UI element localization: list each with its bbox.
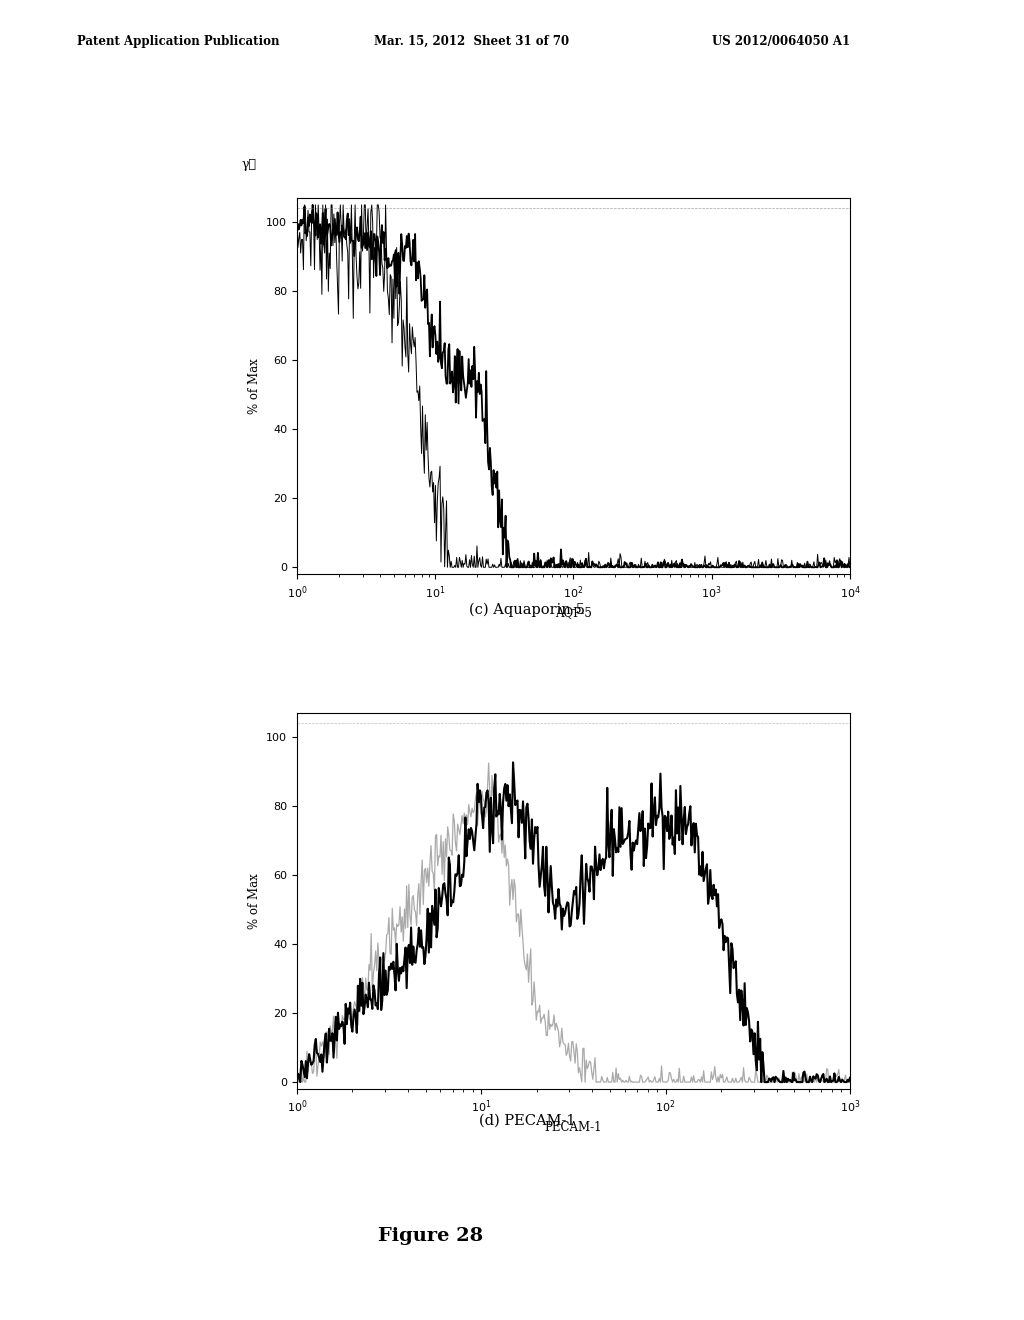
Text: (c) Aquaporin-5: (c) Aquaporin-5	[469, 602, 586, 616]
Text: Mar. 15, 2012  Sheet 31 of 70: Mar. 15, 2012 Sheet 31 of 70	[374, 34, 569, 48]
Text: (d) PECAM-1: (d) PECAM-1	[479, 1114, 575, 1127]
Text: US 2012/0064050 A1: US 2012/0064050 A1	[712, 34, 850, 48]
Y-axis label: % of Max: % of Max	[248, 358, 261, 414]
Text: Figure 28: Figure 28	[378, 1226, 482, 1245]
Y-axis label: % of Max: % of Max	[248, 873, 261, 929]
Text: γℓ: γℓ	[242, 158, 257, 170]
X-axis label: AQP-5: AQP-5	[555, 606, 592, 619]
X-axis label: PECAM-1: PECAM-1	[545, 1121, 602, 1134]
Text: Patent Application Publication: Patent Application Publication	[77, 34, 280, 48]
